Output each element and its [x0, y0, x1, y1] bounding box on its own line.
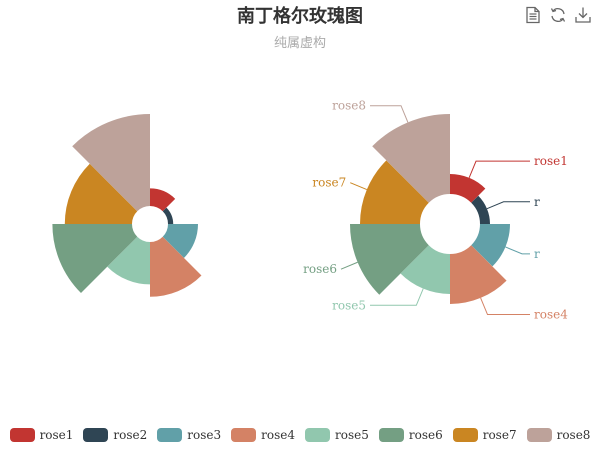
data-view-icon[interactable]	[524, 6, 542, 24]
legend-item-rose2[interactable]: rose2	[83, 428, 147, 442]
legend-swatch-rose2	[83, 428, 109, 442]
chart2-label-rose7: rose7	[312, 176, 346, 190]
rose-charts: rose1 r r rose4 rose5 rose6 rose7 rose8	[52, 99, 568, 322]
chart1-sector-rose1[interactable]	[150, 188, 176, 212]
chart2-sector-rose2[interactable]	[471, 195, 490, 224]
legend-swatch-rose4	[231, 428, 257, 442]
chart1-sector-rose5[interactable]	[107, 236, 150, 285]
chart1-sector-rose8[interactable]	[72, 114, 150, 212]
legend-label: rose3	[187, 428, 222, 442]
chart2-label-rose4: rose4	[534, 308, 568, 322]
restore-icon[interactable]	[549, 6, 567, 24]
legend-label: rose7	[482, 428, 517, 442]
legend-swatch-rose5	[305, 428, 330, 442]
legend-label: rose5	[335, 428, 369, 442]
chart2-label-rose1: rose1	[534, 154, 568, 168]
chart2-label-rose5: rose5	[332, 298, 366, 312]
legend-label: rose6	[408, 428, 443, 442]
legend-swatch-rose6	[378, 428, 404, 442]
chart2-label-line-rose5	[370, 288, 424, 306]
chart1-sector-rose2[interactable]	[162, 207, 174, 224]
chart2-label-line-rose7	[350, 182, 368, 191]
legend-item-rose5[interactable]: rose5	[305, 428, 369, 442]
chart2-label-rose6: rose6	[303, 262, 337, 276]
chart2-sector-rose1[interactable]	[450, 173, 486, 203]
chart2-sector-rose8[interactable]	[372, 114, 450, 203]
legend-swatch-rose1	[9, 428, 35, 442]
legend-label: rose4	[261, 428, 295, 442]
legend-label: rose8	[556, 428, 591, 442]
legend-swatch-rose3	[157, 428, 183, 442]
chart1-sector-rose7[interactable]	[64, 163, 138, 224]
chart2-sector-rose3[interactable]	[471, 224, 510, 267]
chart2-label-line-rose1	[468, 160, 530, 178]
chart2-sector-rose5[interactable]	[400, 245, 450, 294]
legend-item-rose3[interactable]: rose3	[157, 428, 221, 442]
save-image-icon[interactable]	[574, 6, 592, 24]
legend-item-rose1[interactable]: rose1	[9, 428, 74, 442]
legend-item-rose6[interactable]: rose6	[378, 428, 443, 442]
chart2-sector-rose4[interactable]	[450, 245, 507, 304]
chart2-label-rose8: rose8	[332, 99, 366, 113]
legend-item-rose8[interactable]: rose8	[526, 428, 591, 442]
toolbox	[524, 6, 592, 24]
chart2-label-rose3: r	[534, 247, 540, 261]
chart2-label-line-rose4	[480, 297, 530, 316]
legend-label: rose2	[113, 428, 148, 442]
chart2-label-line-rose8	[370, 105, 409, 123]
legend-label: rose1	[39, 428, 74, 442]
chart2-sector-rose6[interactable]	[350, 224, 429, 295]
chart2-label-rose2: r	[534, 195, 540, 209]
chart2-label-line-rose3	[505, 246, 530, 255]
chart2-sector-rose7[interactable]	[360, 160, 429, 224]
legend-item-rose4[interactable]: rose4	[231, 428, 295, 442]
legend: rose1 rose2 rose3 rose4 rose5 rose6 rose7 rose8	[0, 428, 600, 442]
chart2-label-line-rose6	[340, 261, 358, 270]
chart1-sector-rose6[interactable]	[52, 224, 138, 294]
legend-item-rose7[interactable]: rose7	[452, 428, 517, 442]
chart1-sector-rose4[interactable]	[150, 236, 202, 297]
legend-swatch-rose8	[526, 428, 552, 442]
legend-swatch-rose7	[452, 428, 478, 442]
chart-title: 南丁格尔玫瑰图	[237, 6, 363, 27]
chart-subtitle: 纯属虚构	[273, 36, 326, 51]
chart2-label-line-rose2	[486, 201, 530, 210]
chart1-sector-rose3[interactable]	[162, 224, 199, 258]
